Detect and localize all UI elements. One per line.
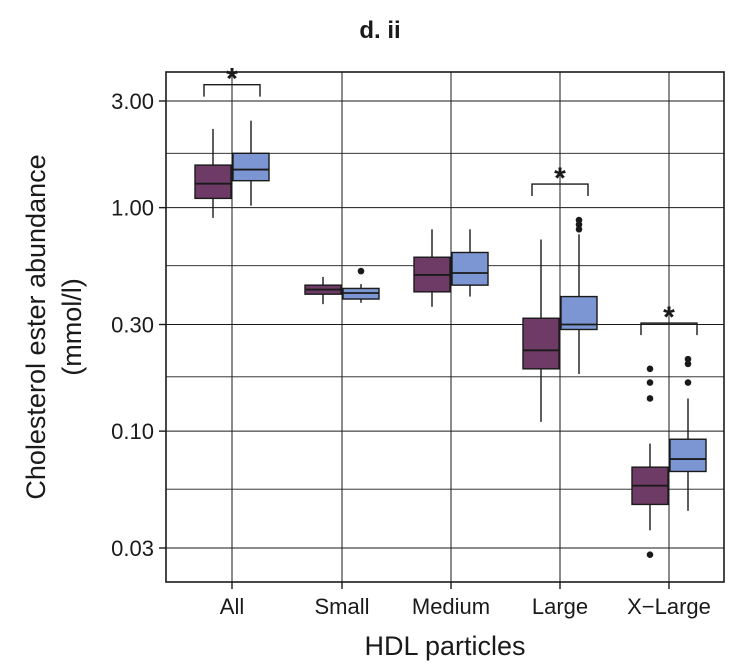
bracket-line xyxy=(203,83,261,97)
significance-bracket: * xyxy=(531,162,589,197)
outlier-point xyxy=(575,221,583,228)
outlier-point xyxy=(684,360,692,368)
outlier-point xyxy=(646,379,654,386)
bracket-line xyxy=(640,322,698,336)
outlier-point xyxy=(357,267,365,275)
x-tick-label: Large xyxy=(532,594,588,619)
box-blue-2 xyxy=(451,229,489,297)
outlier-point xyxy=(575,225,583,233)
box-blue-0 xyxy=(232,120,270,206)
box-purple-0 xyxy=(194,128,232,218)
box-purple-3 xyxy=(522,239,560,422)
y-tick-label: 0.10 xyxy=(111,419,154,444)
marks-layer: * * * xyxy=(194,63,707,558)
bracket-line xyxy=(531,183,589,197)
box-body xyxy=(669,438,707,473)
x-axis-title: HDL particles xyxy=(364,631,525,661)
outlier-point xyxy=(646,365,654,373)
x-tick-label: Small xyxy=(314,594,369,619)
plot-frame xyxy=(165,71,725,583)
y-tick-label: 3.00 xyxy=(111,89,154,114)
chart-title: d. ii xyxy=(359,17,400,44)
y-tick-label: 0.03 xyxy=(111,536,154,561)
box-purple-1 xyxy=(304,276,342,305)
box-body xyxy=(522,317,560,370)
y-tick-label: 1.00 xyxy=(111,196,154,221)
y-tick-label: 0.30 xyxy=(111,313,154,338)
box-purple-2 xyxy=(413,229,451,307)
significance-bracket: * xyxy=(640,301,698,336)
outlier-point xyxy=(646,395,654,402)
box-purple-4 xyxy=(631,365,669,558)
significance-star: * xyxy=(663,301,675,334)
box-blue-1 xyxy=(342,267,380,303)
x-tick-label: X−Large xyxy=(627,594,711,619)
outlier-point xyxy=(684,379,692,386)
significance-star: * xyxy=(554,162,566,195)
x-tick-label: Medium xyxy=(412,594,490,619)
box-blue-3 xyxy=(560,216,598,375)
axis-layer: 0.03 0.10 0.30 1.00 3.00 All Small Medium Large X… xyxy=(111,89,711,619)
x-tick-label: All xyxy=(220,594,244,619)
outlier-point xyxy=(575,216,583,224)
significance-star: * xyxy=(226,63,238,96)
y-axis-title-line-2: (mmol/l) xyxy=(57,278,87,375)
box-body xyxy=(232,152,270,182)
box-body xyxy=(451,251,489,286)
significance-bracket: * xyxy=(203,63,261,97)
outlier-point xyxy=(646,551,654,558)
outlier-point xyxy=(684,355,692,363)
box-blue-4 xyxy=(669,355,707,511)
y-axis-title-line-1: Cholesterol ester abundance xyxy=(21,154,51,499)
box-body xyxy=(194,164,232,200)
grid-layer xyxy=(166,72,724,582)
